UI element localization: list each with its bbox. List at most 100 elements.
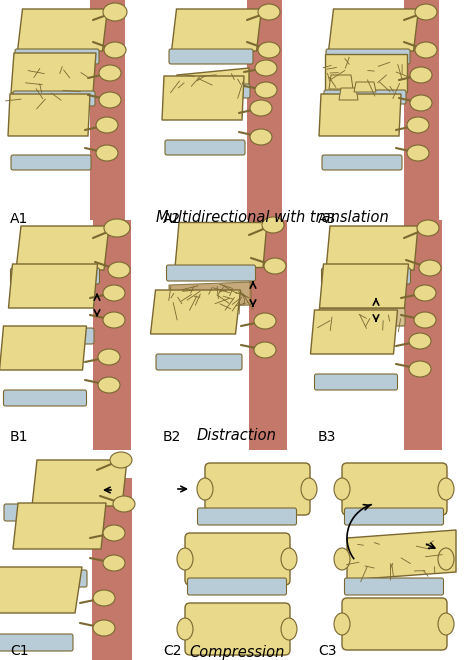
Bar <box>90 0 125 220</box>
FancyBboxPatch shape <box>4 504 96 521</box>
Polygon shape <box>18 9 108 51</box>
Ellipse shape <box>98 377 120 393</box>
Bar <box>247 0 282 220</box>
FancyBboxPatch shape <box>324 90 406 104</box>
FancyBboxPatch shape <box>3 390 86 406</box>
Ellipse shape <box>258 4 280 20</box>
Ellipse shape <box>250 129 272 145</box>
Polygon shape <box>0 567 82 613</box>
FancyBboxPatch shape <box>345 578 444 595</box>
Ellipse shape <box>415 42 437 58</box>
Ellipse shape <box>414 312 436 328</box>
Ellipse shape <box>197 478 213 500</box>
FancyBboxPatch shape <box>13 91 95 106</box>
Polygon shape <box>11 53 96 93</box>
Text: Multidirectional with translation: Multidirectional with translation <box>156 210 389 225</box>
Polygon shape <box>172 9 262 51</box>
Polygon shape <box>329 75 353 89</box>
FancyBboxPatch shape <box>11 155 91 170</box>
Ellipse shape <box>417 220 439 236</box>
Polygon shape <box>32 460 127 506</box>
Polygon shape <box>162 76 244 120</box>
Ellipse shape <box>103 3 127 21</box>
Text: C2: C2 <box>163 644 182 658</box>
Polygon shape <box>326 226 418 270</box>
Ellipse shape <box>177 548 193 570</box>
Polygon shape <box>16 226 109 270</box>
FancyBboxPatch shape <box>319 308 405 326</box>
Ellipse shape <box>301 478 317 500</box>
Ellipse shape <box>103 555 125 571</box>
Ellipse shape <box>281 548 297 570</box>
Ellipse shape <box>407 117 429 133</box>
FancyBboxPatch shape <box>10 268 100 284</box>
FancyBboxPatch shape <box>0 570 87 587</box>
Ellipse shape <box>281 618 297 640</box>
Bar <box>92 478 132 660</box>
Ellipse shape <box>254 342 276 358</box>
Ellipse shape <box>438 478 454 500</box>
Ellipse shape <box>407 145 429 161</box>
FancyBboxPatch shape <box>15 49 99 64</box>
FancyBboxPatch shape <box>165 140 245 155</box>
FancyBboxPatch shape <box>198 508 297 525</box>
Ellipse shape <box>177 618 193 640</box>
FancyBboxPatch shape <box>342 598 447 650</box>
FancyBboxPatch shape <box>185 533 290 585</box>
Ellipse shape <box>96 145 118 161</box>
Ellipse shape <box>258 42 280 58</box>
Ellipse shape <box>255 82 277 98</box>
Polygon shape <box>175 222 267 267</box>
Text: B1: B1 <box>10 430 28 444</box>
Text: A3: A3 <box>318 212 336 226</box>
Ellipse shape <box>262 217 284 233</box>
Polygon shape <box>319 94 401 136</box>
Text: Distraction: Distraction <box>197 428 277 443</box>
Polygon shape <box>13 503 106 549</box>
Ellipse shape <box>113 496 135 512</box>
Ellipse shape <box>334 478 350 500</box>
FancyBboxPatch shape <box>342 463 447 515</box>
Text: A1: A1 <box>10 212 28 226</box>
Polygon shape <box>310 310 398 354</box>
Ellipse shape <box>103 285 125 301</box>
Bar <box>404 220 442 450</box>
Ellipse shape <box>98 349 120 365</box>
Polygon shape <box>9 264 98 308</box>
Ellipse shape <box>409 361 431 377</box>
FancyBboxPatch shape <box>205 463 310 515</box>
Ellipse shape <box>410 67 432 83</box>
Ellipse shape <box>438 613 454 635</box>
Ellipse shape <box>250 100 272 116</box>
FancyBboxPatch shape <box>169 49 253 64</box>
Polygon shape <box>325 54 407 92</box>
Ellipse shape <box>103 312 125 328</box>
Ellipse shape <box>415 4 437 20</box>
Polygon shape <box>169 282 251 308</box>
FancyBboxPatch shape <box>345 508 444 525</box>
Polygon shape <box>0 326 86 370</box>
Ellipse shape <box>410 95 432 111</box>
Bar <box>249 220 287 450</box>
Ellipse shape <box>419 260 441 276</box>
FancyBboxPatch shape <box>0 634 73 651</box>
Ellipse shape <box>104 42 126 58</box>
Polygon shape <box>339 88 358 100</box>
FancyBboxPatch shape <box>168 84 250 98</box>
Text: A2: A2 <box>163 212 181 226</box>
FancyBboxPatch shape <box>185 603 290 655</box>
Bar <box>404 0 439 220</box>
FancyBboxPatch shape <box>326 49 410 64</box>
Polygon shape <box>177 68 249 92</box>
FancyBboxPatch shape <box>188 578 286 595</box>
Ellipse shape <box>103 525 125 541</box>
Ellipse shape <box>96 117 118 133</box>
Polygon shape <box>328 9 419 51</box>
Ellipse shape <box>104 219 130 237</box>
Ellipse shape <box>108 262 130 278</box>
Ellipse shape <box>414 285 436 301</box>
FancyBboxPatch shape <box>315 374 398 390</box>
Ellipse shape <box>409 333 431 349</box>
Text: B3: B3 <box>318 430 337 444</box>
Polygon shape <box>8 94 90 136</box>
